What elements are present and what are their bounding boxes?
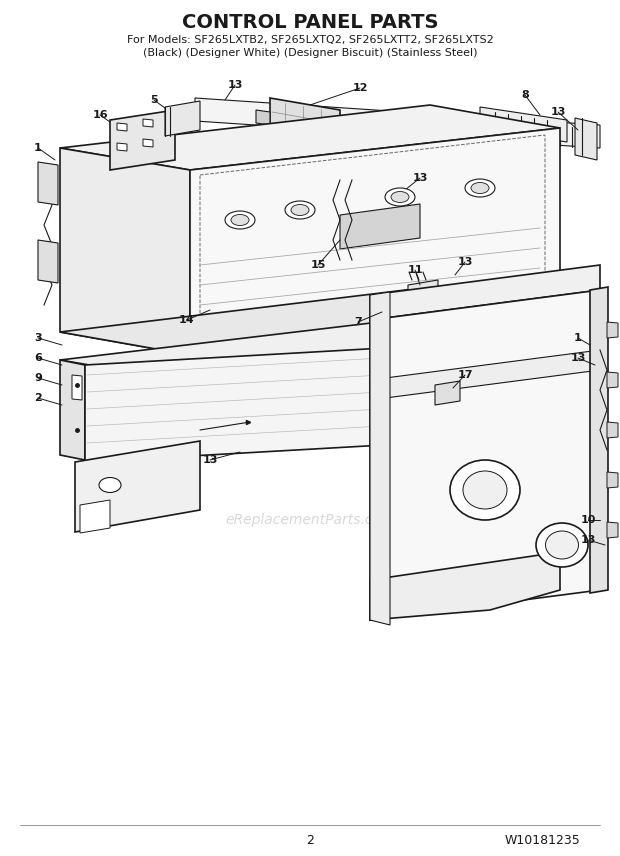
Polygon shape [607,322,618,338]
Text: 17: 17 [458,370,472,380]
Text: 7: 7 [354,317,362,327]
Polygon shape [590,287,608,593]
Polygon shape [38,162,58,205]
Ellipse shape [471,182,489,193]
Polygon shape [60,316,560,382]
Text: 5: 5 [150,95,158,105]
Polygon shape [190,128,560,355]
Polygon shape [143,119,153,127]
Ellipse shape [463,471,507,509]
Polygon shape [370,265,600,320]
Text: 15: 15 [311,260,326,270]
Polygon shape [380,305,407,325]
Polygon shape [110,110,175,170]
Text: 14: 14 [179,315,195,325]
Polygon shape [165,101,200,136]
Text: 13: 13 [228,80,242,90]
Polygon shape [80,500,110,533]
Text: W10181235: W10181235 [504,834,580,847]
Ellipse shape [536,523,588,567]
Polygon shape [38,240,58,283]
Ellipse shape [285,201,315,219]
Polygon shape [370,290,600,620]
Text: 13: 13 [202,455,218,465]
Polygon shape [72,375,82,400]
Polygon shape [60,105,560,170]
Ellipse shape [465,179,495,197]
Ellipse shape [231,215,249,225]
Ellipse shape [291,205,309,216]
Text: 13: 13 [551,107,565,117]
Polygon shape [117,143,127,151]
Ellipse shape [546,531,578,559]
Polygon shape [435,381,460,405]
Polygon shape [60,360,85,460]
Text: 13: 13 [570,353,586,363]
Text: 9: 9 [34,373,42,383]
Polygon shape [607,422,618,438]
Polygon shape [143,139,153,147]
Ellipse shape [99,478,121,492]
Text: 8: 8 [521,90,529,100]
Ellipse shape [225,211,255,229]
Polygon shape [607,522,618,538]
Text: 16: 16 [92,110,108,120]
Polygon shape [256,130,270,145]
Text: CONTROL PANEL PARTS: CONTROL PANEL PARTS [182,13,438,32]
Polygon shape [575,118,597,160]
Polygon shape [340,204,420,249]
Text: (Black) (Designer White) (Designer Biscuit) (Stainless Steel): (Black) (Designer White) (Designer Biscu… [143,48,477,58]
Text: 12: 12 [352,83,368,93]
Polygon shape [60,287,560,355]
Polygon shape [75,441,200,532]
Text: 1: 1 [574,333,582,343]
Text: 2: 2 [306,834,314,847]
Text: For Models: SF265LXTB2, SF265LXTQ2, SF265LXTT2, SF265LXTS2: For Models: SF265LXTB2, SF265LXTQ2, SF26… [126,35,494,45]
Text: 2: 2 [34,393,42,403]
Text: 1: 1 [34,143,42,153]
Text: 13: 13 [412,173,428,183]
Polygon shape [370,350,600,400]
Polygon shape [85,338,560,462]
Text: 13: 13 [458,257,472,267]
Polygon shape [480,107,567,142]
Polygon shape [607,372,618,388]
Polygon shape [256,110,270,125]
Polygon shape [607,472,618,488]
Ellipse shape [391,192,409,203]
Polygon shape [195,98,600,148]
Text: eReplacementParts.com: eReplacementParts.com [225,513,395,527]
Ellipse shape [385,188,415,206]
Polygon shape [60,148,190,355]
Ellipse shape [450,460,520,520]
Text: 10: 10 [580,515,596,525]
Polygon shape [370,552,560,620]
Polygon shape [270,98,340,170]
Text: 11: 11 [407,265,423,275]
Text: 13: 13 [580,535,596,545]
Polygon shape [117,123,127,131]
Polygon shape [370,292,390,625]
Text: 6: 6 [34,353,42,363]
Text: 3: 3 [34,333,42,343]
Polygon shape [408,280,438,302]
